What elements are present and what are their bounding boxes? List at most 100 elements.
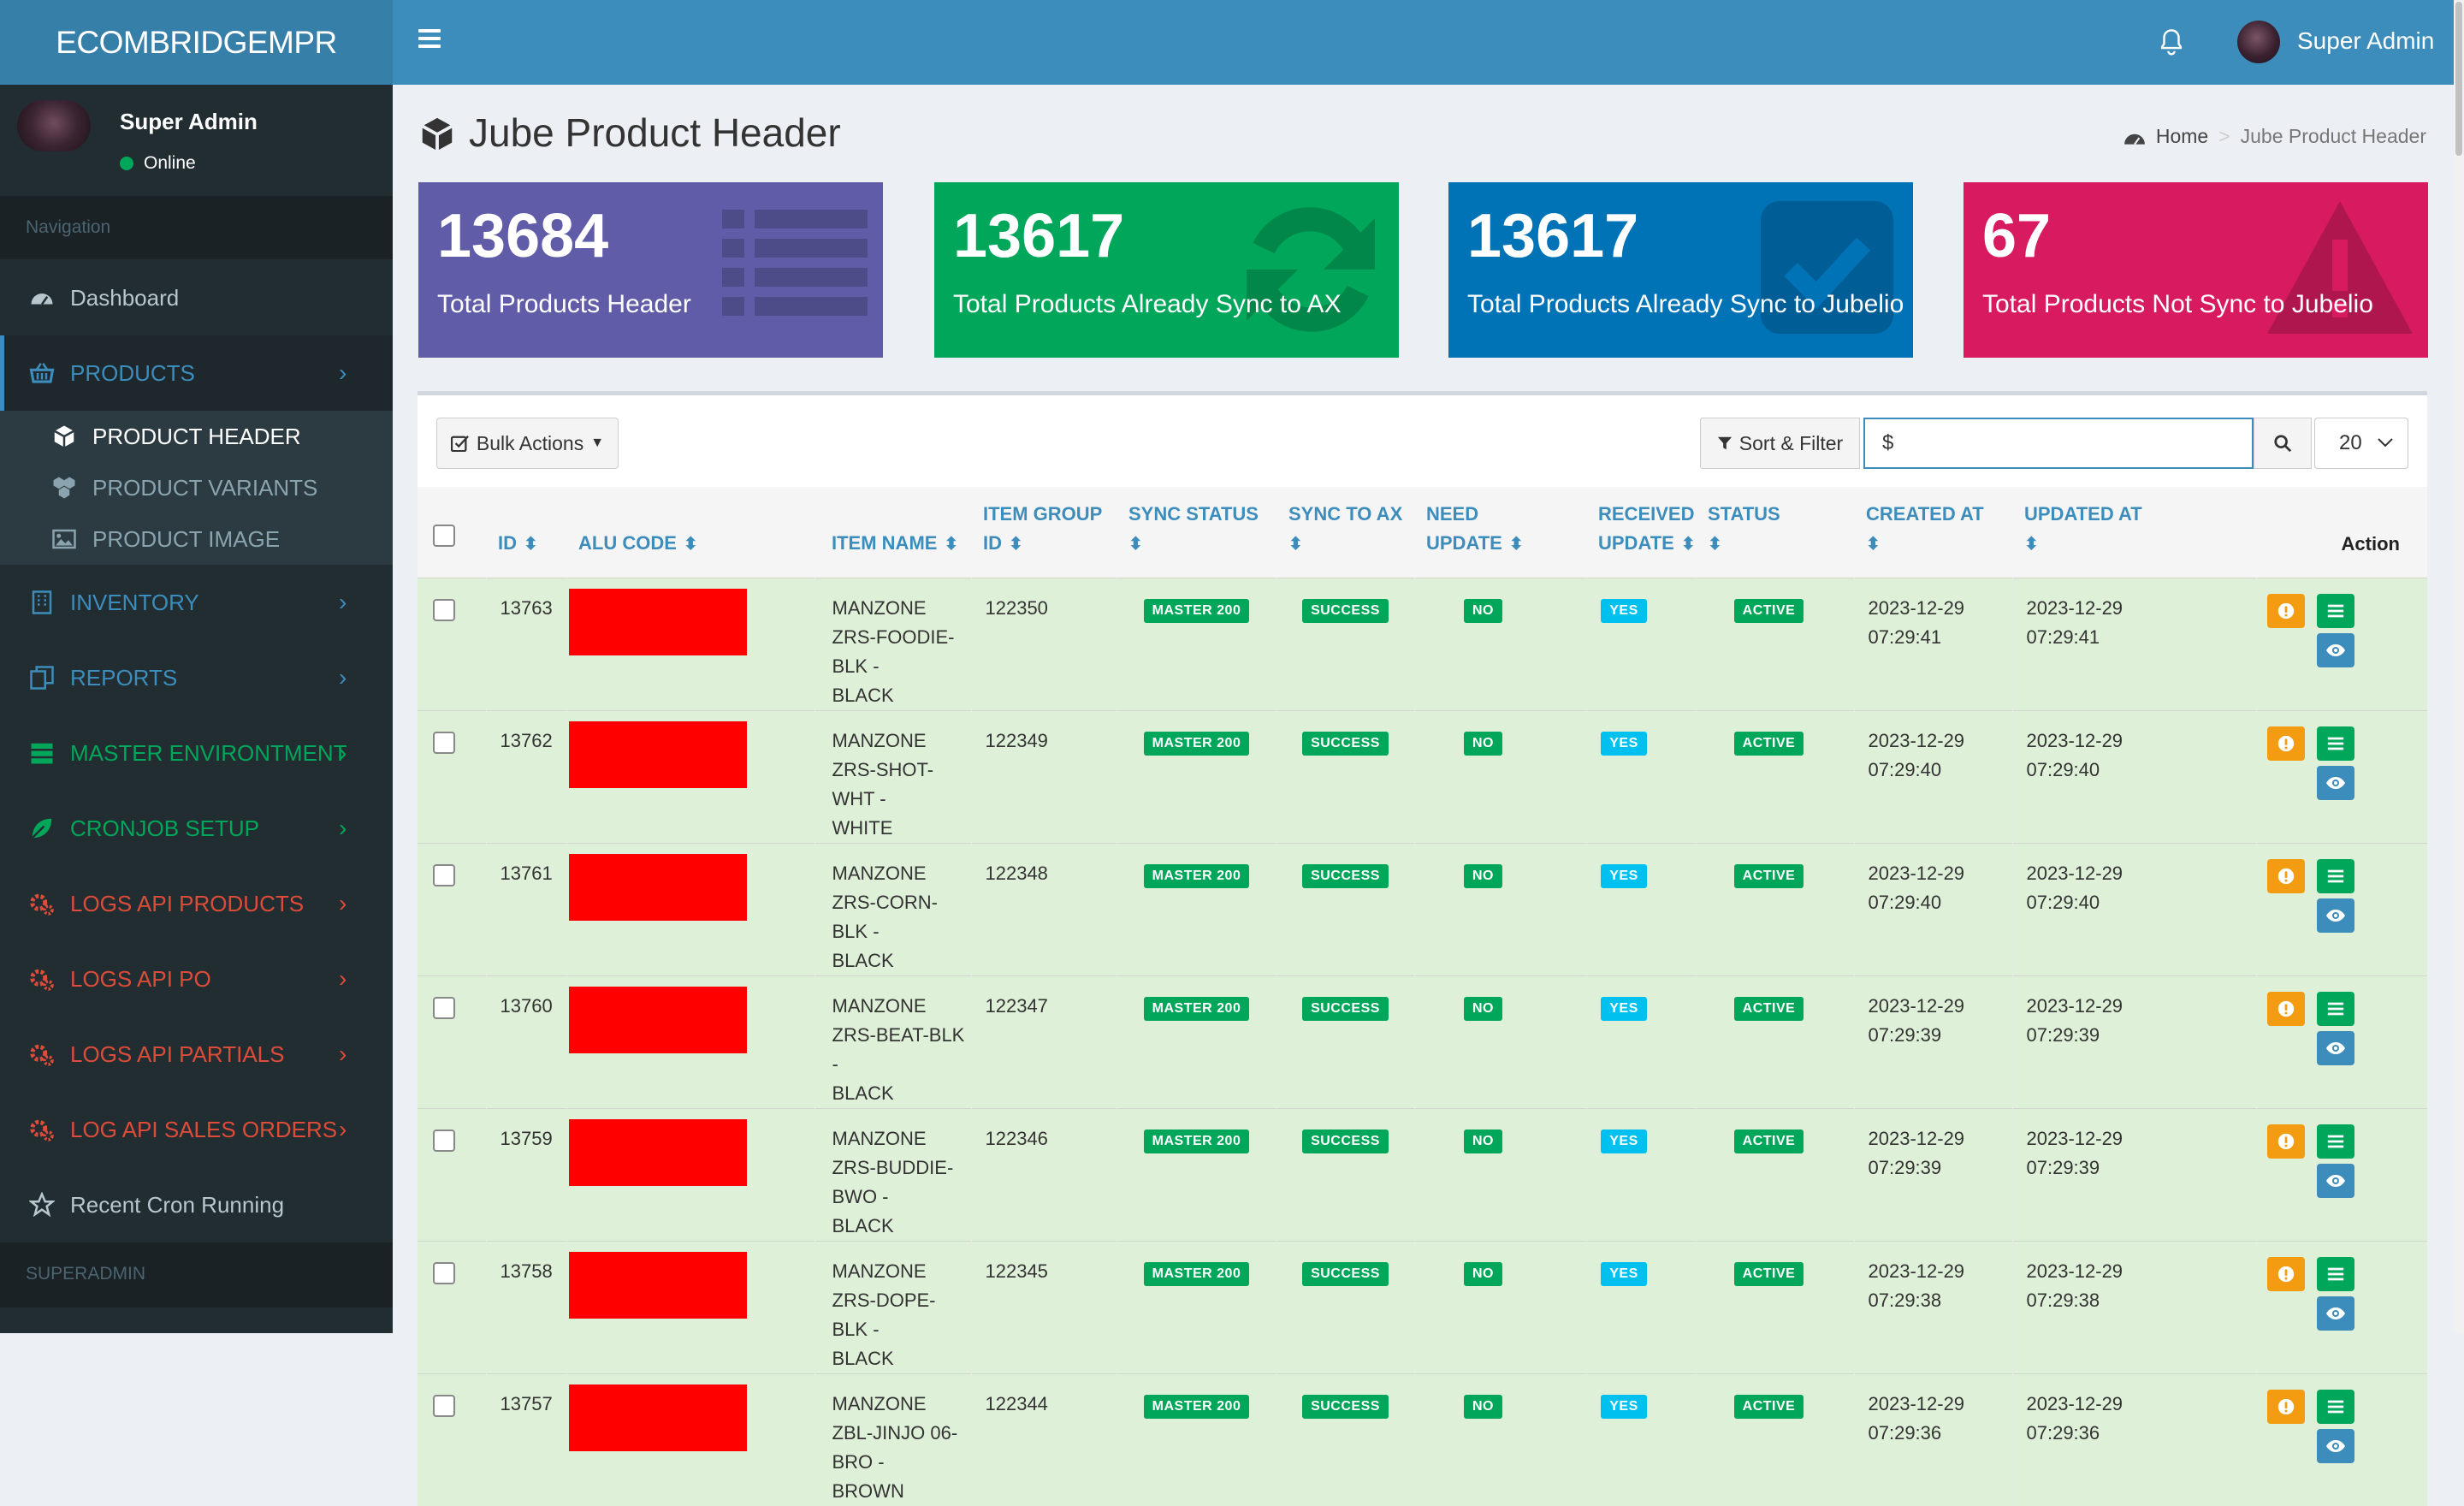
sidebar-subitem-product-header[interactable]: PRODUCT HEADER — [0, 411, 393, 462]
row-checkbox[interactable] — [433, 731, 455, 754]
sidebar-toggle-icon[interactable] — [418, 29, 441, 48]
brand-logo[interactable]: ECOMBRIDGEMPR — [0, 0, 393, 85]
row-checkbox[interactable] — [433, 863, 455, 886]
list-button[interactable] — [2316, 1256, 2354, 1291]
bars-icon — [2327, 737, 2343, 750]
row-actions — [2257, 991, 2428, 1077]
column-header-created-at[interactable]: CREATED AT ⬍ — [1854, 487, 2012, 578]
column-header-sync-to-ax[interactable]: SYNC TO AX ⬍ — [1276, 487, 1414, 578]
avatar[interactable] — [2237, 21, 2280, 63]
info-button[interactable] — [2266, 1389, 2305, 1424]
sidebar-item-reports[interactable]: REPORTS › — [0, 640, 393, 715]
sidebar-item-recent-cron-running[interactable]: Recent Cron Running — [0, 1167, 393, 1242]
sidebar-item-label: LOGS API PARTIALS — [70, 1041, 285, 1067]
info-button[interactable] — [2266, 593, 2305, 628]
gears-icon — [30, 1119, 54, 1141]
sync-status-badge: MASTER 200 — [1143, 1129, 1250, 1153]
chevron-right-icon: › — [339, 1116, 347, 1142]
sidebar-item-dashboard[interactable]: Dashboard — [0, 260, 393, 335]
user-menu[interactable]: Super Admin — [2297, 27, 2435, 54]
exclamation-circle-icon — [2277, 735, 2294, 751]
table-row[interactable]: 13761 MANZONE ZRS-CORN-BLK - BLACK 122348… — [418, 843, 2427, 975]
table-row[interactable]: 13759 MANZONE ZRS-BUDDIE-BWO - BLACK 1223… — [418, 1108, 2427, 1241]
row-checkbox[interactable] — [433, 1261, 455, 1284]
sidebar-item-logs-api-po[interactable]: LOGS API PO › — [0, 941, 393, 1017]
table-row[interactable]: 13758 MANZONE ZRS-DOPE-BLK - BLACK 122345… — [418, 1241, 2427, 1373]
list-button[interactable] — [2316, 991, 2354, 1026]
breadcrumb-home[interactable]: Home — [2155, 125, 2209, 147]
avatar — [17, 100, 91, 151]
need-update-badge: NO — [1464, 1394, 1502, 1419]
row-checkbox[interactable] — [433, 996, 455, 1019]
list-button[interactable] — [2316, 593, 2354, 628]
view-button[interactable] — [2316, 1163, 2354, 1198]
bulk-actions-button[interactable]: Bulk Actions ▼ — [436, 418, 619, 469]
sidebar-item-products[interactable]: PRODUCTS › — [0, 335, 393, 411]
breadcrumb-separator: > — [2218, 125, 2230, 147]
sidebar-subitem-product-image[interactable]: PRODUCT IMAGE — [0, 513, 393, 565]
row-checkbox[interactable] — [433, 1129, 455, 1152]
search-input[interactable] — [1863, 418, 2254, 469]
view-button[interactable] — [2316, 1428, 2354, 1463]
view-button[interactable] — [2316, 898, 2354, 933]
table-row[interactable]: 13760 MANZONE ZRS-BEAT-BLK - BLACK 122347… — [418, 975, 2427, 1108]
exclamation-circle-icon — [2277, 1133, 2294, 1149]
column-header-alu-code[interactable]: ALU CODE ⬍ — [566, 487, 814, 578]
list-button[interactable] — [2316, 1389, 2354, 1424]
column-header-updated-at[interactable]: UPDATED AT ⬍ — [2012, 487, 2256, 578]
sidebar-subitem-product-variants[interactable]: PRODUCT VARIANTS — [0, 462, 393, 513]
page-size-select[interactable]: 20 — [2314, 418, 2408, 469]
view-button[interactable] — [2316, 632, 2354, 667]
list-button[interactable] — [2316, 726, 2354, 761]
bars-icon — [2327, 1400, 2343, 1413]
cell-item-group-id: 122347 — [971, 975, 1117, 1108]
sort-icon: ⬍ — [1708, 534, 1722, 554]
column-header-received-update[interactable]: RECEIVED UPDATE ⬍ — [1586, 487, 1696, 578]
table-row[interactable]: 13763 MANZONE ZRS-FOODIE-BLK - BLACK 1223… — [418, 578, 2427, 710]
table-row[interactable]: 13762 MANZONE ZRS-SHOT-WHT - WHITE 122349… — [418, 710, 2427, 843]
info-button[interactable] — [2266, 1124, 2305, 1159]
column-header-id[interactable]: ID ⬍ — [486, 487, 566, 578]
info-button[interactable] — [2266, 1256, 2305, 1291]
column-header-item-group-id[interactable]: ITEM GROUP ID ⬍ — [971, 487, 1116, 578]
search-button[interactable] — [2254, 418, 2312, 469]
view-button[interactable] — [2316, 1030, 2354, 1065]
page-scrollbar[interactable] — [2454, 0, 2464, 1333]
redacted-alu-code — [568, 588, 747, 655]
view-button[interactable] — [2316, 765, 2354, 800]
search-icon — [2274, 435, 2292, 453]
bell-icon[interactable] — [2159, 28, 2184, 57]
column-header-sync-status[interactable]: SYNC STATUS ⬍ — [1116, 487, 1276, 578]
row-checkbox[interactable] — [433, 598, 455, 621]
list-button[interactable] — [2316, 858, 2354, 893]
info-button[interactable] — [2266, 726, 2305, 761]
sidebar-item-inventory[interactable]: INVENTORY › — [0, 565, 393, 640]
select-all-checkbox[interactable] — [433, 524, 455, 547]
stat-value: 13617 — [1467, 202, 1639, 270]
stat-value: 13684 — [437, 202, 609, 270]
bars-icon — [2327, 1002, 2343, 1015]
column-header-item-name[interactable]: ITEM NAME ⬍ — [814, 487, 971, 578]
sidebar-item-logs-api-products[interactable]: LOGS API PRODUCTS › — [0, 866, 393, 941]
bars-icon — [2327, 869, 2343, 882]
column-header-need-update[interactable]: NEED UPDATE ⬍ — [1414, 487, 1586, 578]
list-button[interactable] — [2316, 1124, 2354, 1159]
sidebar-item-log-api-sales-orders[interactable]: LOG API SALES ORDERS › — [0, 1092, 393, 1167]
sidebar-item-master-environtment[interactable]: MASTER ENVIRONTMENT › — [0, 715, 393, 791]
exclamation-circle-icon — [2277, 1266, 2294, 1282]
bulk-actions-label: Bulk Actions — [476, 431, 584, 454]
need-update-badge: NO — [1464, 1129, 1502, 1153]
row-checkbox[interactable] — [433, 1394, 455, 1417]
sidebar-item-cronjob-setup[interactable]: CRONJOB SETUP › — [0, 791, 393, 866]
info-button[interactable] — [2266, 858, 2305, 893]
table-row[interactable]: 13757 MANZONE ZBL-JINJO 06-BRO - BROWN 12… — [418, 1373, 2427, 1506]
sync-status-badge: MASTER 200 — [1143, 1394, 1250, 1419]
sort-filter-button[interactable]: Sort & Filter — [1700, 418, 1860, 469]
column-header-status[interactable]: STATUS ⬍ — [1696, 487, 1854, 578]
row-actions — [2257, 1256, 2428, 1343]
info-button[interactable] — [2266, 991, 2305, 1026]
need-update-badge: NO — [1464, 598, 1502, 623]
view-button[interactable] — [2316, 1296, 2354, 1331]
sidebar-item-logs-api-partials[interactable]: LOGS API PARTIALS › — [0, 1017, 393, 1092]
sidebar-item-label: LOGS API PRODUCTS — [70, 890, 305, 916]
